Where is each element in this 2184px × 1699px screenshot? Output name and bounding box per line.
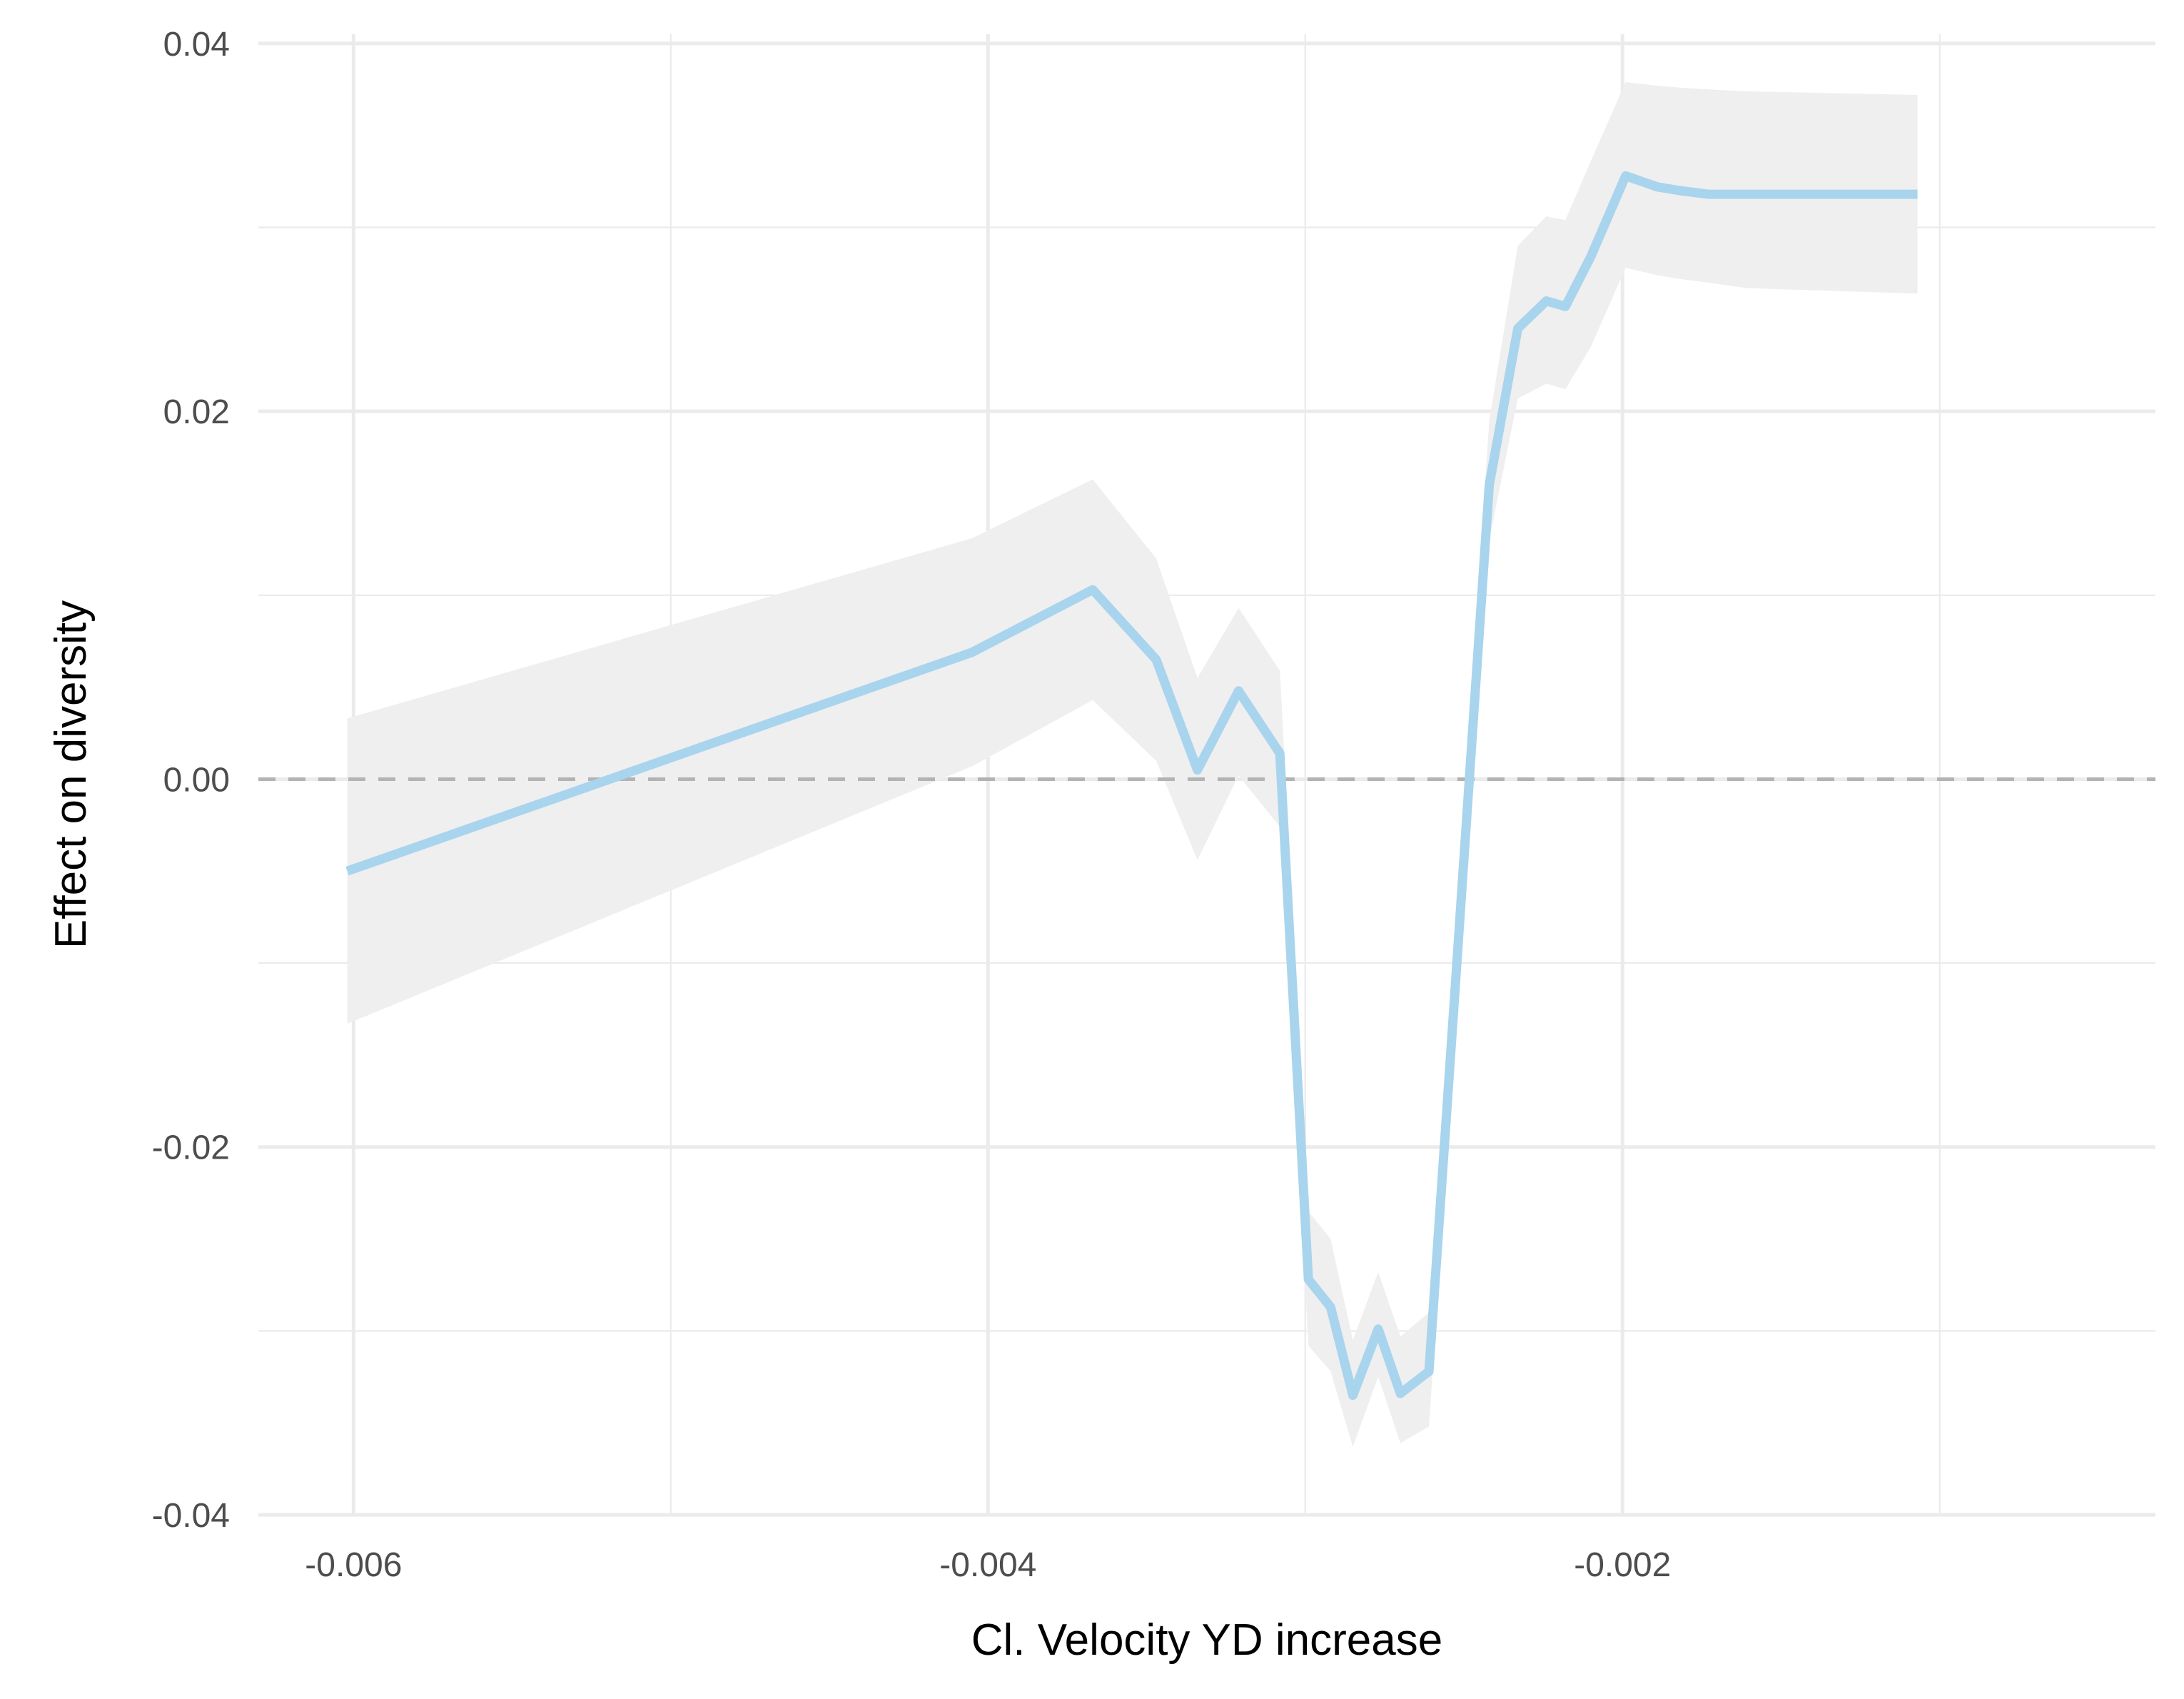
y-axis-title: Effect on diversity xyxy=(46,600,96,949)
y-tick-label: 0.02 xyxy=(163,393,230,431)
y-tick-labels: -0.04 -0.02 0.00 0.02 0.04 xyxy=(152,26,230,1535)
y-tick-label: 0.04 xyxy=(163,26,230,64)
y-tick-label: -0.04 xyxy=(152,1497,230,1535)
x-tick-label: -0.002 xyxy=(1574,1546,1671,1584)
effect-line xyxy=(345,171,1918,1400)
confidence-ribbon xyxy=(347,82,1918,1447)
x-tick-labels: -0.006 -0.004 -0.002 xyxy=(305,1546,1671,1584)
x-tick-label: -0.004 xyxy=(939,1546,1036,1584)
x-axis-title: Cl. Velocity YD increase xyxy=(971,1615,1442,1665)
minor-gridlines xyxy=(258,34,2155,1515)
x-tick-label: -0.006 xyxy=(305,1546,402,1584)
y-tick-label: -0.02 xyxy=(152,1129,230,1167)
y-tick-label: 0.00 xyxy=(163,761,230,799)
